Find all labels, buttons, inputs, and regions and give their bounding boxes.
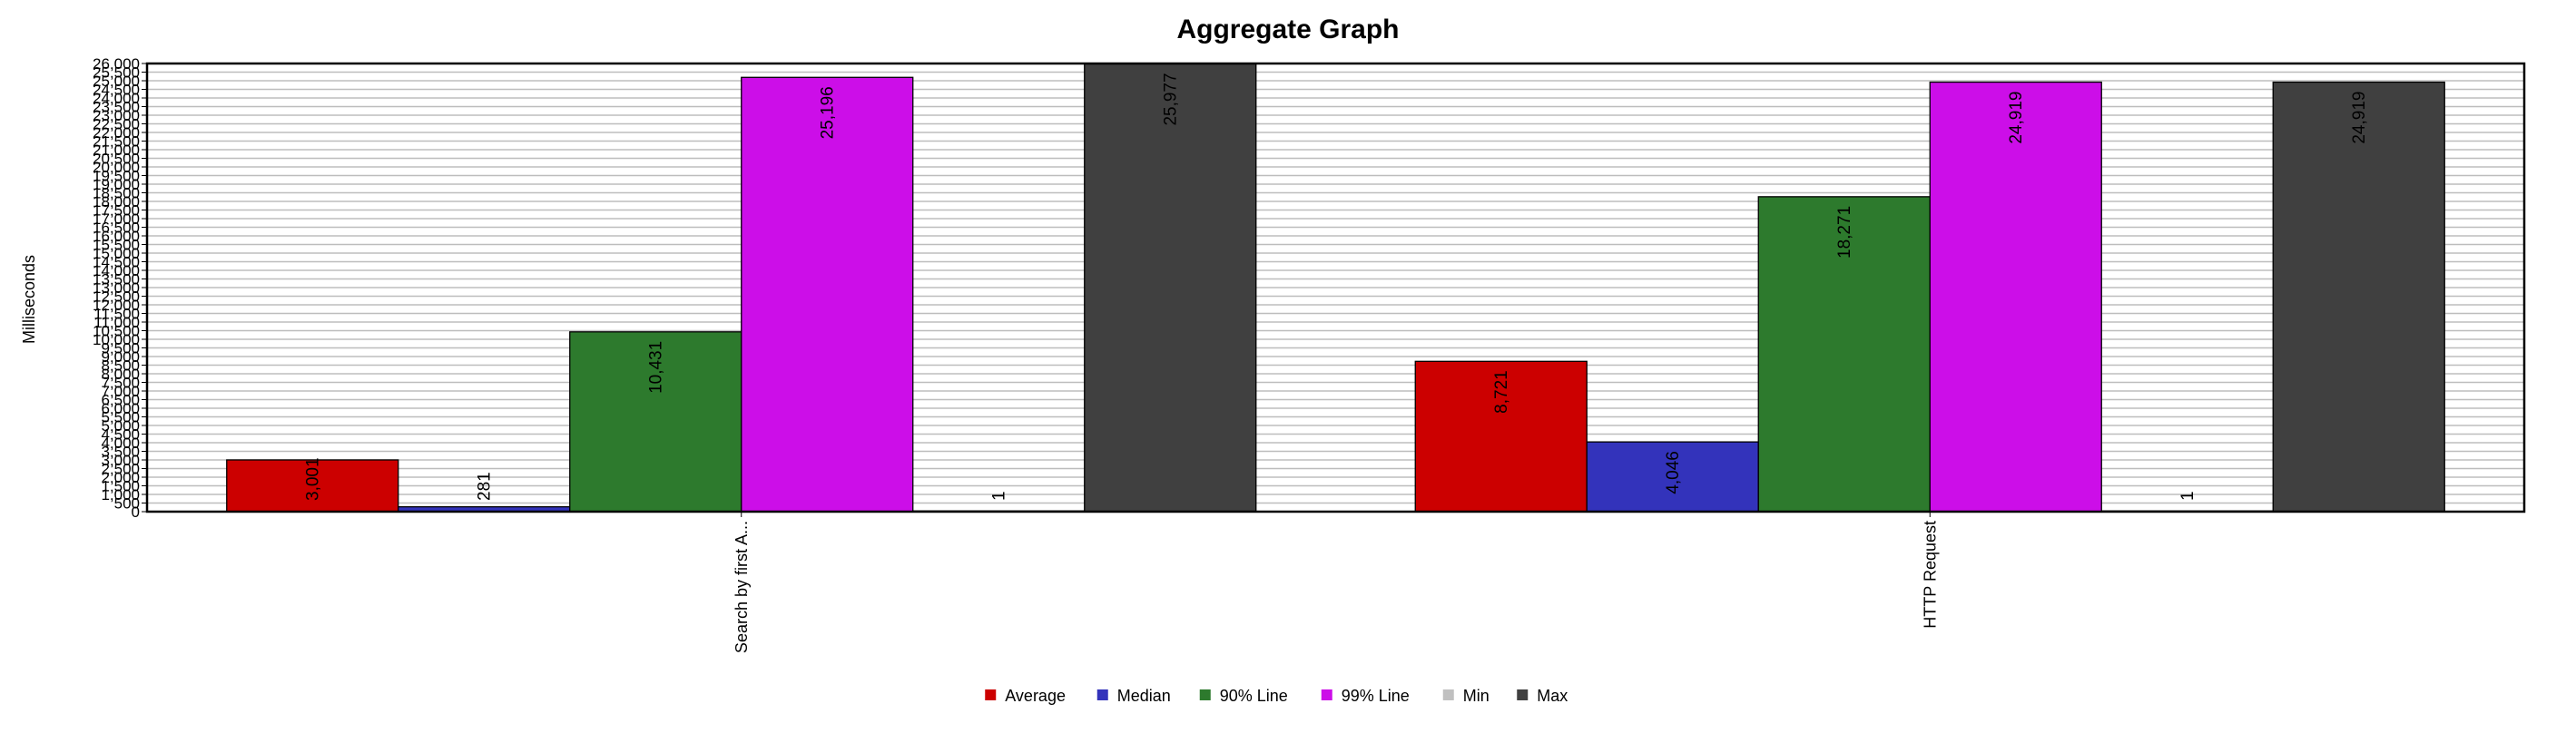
y-tick-label: 10,500 bbox=[93, 323, 140, 340]
y-tick-label: 10,000 bbox=[93, 331, 140, 348]
y-tick-label: 14,000 bbox=[93, 262, 140, 279]
legend-entry: 90% Line bbox=[1220, 687, 1288, 705]
y-tick-label: 2,500 bbox=[101, 461, 140, 478]
y-tick-label: 19,500 bbox=[93, 168, 140, 185]
y-tick-label: 12,500 bbox=[93, 288, 140, 306]
data-label: 24,919 bbox=[2350, 92, 2369, 144]
y-tick-label: 9,000 bbox=[101, 348, 140, 366]
data-label: 281 bbox=[475, 472, 494, 501]
y-tick-label: 13,500 bbox=[93, 271, 140, 288]
bar-max bbox=[1084, 63, 1257, 513]
y-tick-label: 24,500 bbox=[93, 82, 140, 99]
y-tick-label: 25,500 bbox=[93, 64, 140, 82]
data-label: 24,919 bbox=[2007, 92, 2026, 144]
data-label: 25,977 bbox=[1161, 73, 1180, 125]
legend-swatch bbox=[1517, 689, 1529, 700]
bar-max bbox=[2272, 81, 2445, 513]
y-tick-label: 3,000 bbox=[101, 452, 140, 469]
bar-99-line bbox=[1929, 81, 2102, 513]
data-label: 3,001 bbox=[303, 457, 322, 501]
bar-99-line bbox=[741, 76, 914, 513]
y-tick-label: 3,500 bbox=[101, 444, 140, 461]
y-tick-label: 17,500 bbox=[93, 202, 140, 220]
y-tick-label: 22,000 bbox=[93, 124, 140, 142]
legend-entry: Max bbox=[1537, 687, 1568, 705]
y-tick-label: 9,500 bbox=[101, 340, 140, 357]
plot-border bbox=[145, 62, 2526, 513]
y-tick-label: 500 bbox=[114, 495, 140, 513]
legend: Average Median 90% Line 99% Line Min Max bbox=[985, 687, 1568, 705]
data-label: 4,046 bbox=[1664, 451, 1683, 494]
legend-entry: 99% Line bbox=[1342, 687, 1410, 705]
y-axis-label: Milliseconds bbox=[20, 255, 38, 344]
bar-average bbox=[226, 459, 399, 513]
y-tick-label: 25,000 bbox=[93, 73, 140, 90]
legend-entry: Median bbox=[1117, 687, 1171, 705]
y-tick-label: 6,500 bbox=[101, 392, 140, 409]
y-tick-label: 23,500 bbox=[93, 99, 140, 116]
y-tick-label: 7,500 bbox=[101, 375, 140, 392]
y-tick-label: 4,500 bbox=[101, 426, 140, 444]
y-tick-label: 5,500 bbox=[101, 409, 140, 426]
y-tick-label: 23,000 bbox=[93, 107, 140, 124]
y-tick-label: 7,000 bbox=[101, 383, 140, 400]
chart-title: Aggregate Graph bbox=[1176, 15, 1399, 44]
data-label: 1 bbox=[989, 491, 1008, 501]
y-tick-label: 20,000 bbox=[93, 159, 140, 176]
data-label: 25,196 bbox=[818, 86, 837, 139]
data-label: 10,431 bbox=[646, 341, 665, 394]
legend-swatch bbox=[1442, 689, 1454, 700]
y-tick-label: 5,000 bbox=[101, 417, 140, 435]
y-tick-label: 22,500 bbox=[93, 116, 140, 133]
y-tick-label: 24,000 bbox=[93, 90, 140, 107]
y-tick-label: 26,000 bbox=[93, 55, 140, 73]
data-label: 1 bbox=[2178, 491, 2197, 501]
y-tick-label: 1,000 bbox=[101, 486, 140, 503]
y-tick-label: 19,000 bbox=[93, 176, 140, 193]
plot-area: 05001,0001,5002,0002,5003,0003,5004,0004… bbox=[93, 55, 2526, 653]
bar-average bbox=[1414, 360, 1588, 513]
y-tick-label: 12,000 bbox=[93, 297, 140, 314]
legend-swatch bbox=[1199, 689, 1211, 700]
bar-median bbox=[1586, 441, 1759, 513]
x-tick-label: Search by first A... bbox=[732, 521, 751, 653]
data-label: 8,721 bbox=[1492, 370, 1511, 414]
y-tick-label: 21,000 bbox=[93, 142, 140, 159]
y-tick-label: 8,500 bbox=[101, 357, 140, 375]
y-tick-label: 15,000 bbox=[93, 245, 140, 262]
y-tick-label: 20,500 bbox=[93, 151, 140, 168]
legend-swatch bbox=[1096, 689, 1108, 700]
y-tick-label: 16,500 bbox=[93, 220, 140, 237]
y-tick-label: 18,500 bbox=[93, 185, 140, 202]
y-tick-label: 6,000 bbox=[101, 400, 140, 417]
legend-entry: Min bbox=[1463, 687, 1490, 705]
legend-swatch bbox=[985, 689, 997, 700]
y-tick-label: 8,000 bbox=[101, 366, 140, 383]
y-tick-label: 21,500 bbox=[93, 133, 140, 151]
y-tick-label: 16,000 bbox=[93, 228, 140, 245]
y-tick-label: 4,000 bbox=[101, 435, 140, 452]
y-tick-label: 1,500 bbox=[101, 478, 140, 495]
y-tick-label: 11,500 bbox=[93, 306, 140, 323]
y-tick-label: 17,000 bbox=[93, 210, 140, 228]
y-tick-label: 18,000 bbox=[93, 193, 140, 210]
legend-entry: Average bbox=[1005, 687, 1066, 705]
bar-90-line bbox=[1757, 196, 1931, 513]
y-tick-label: 2,000 bbox=[101, 469, 140, 486]
y-tick-label: 15,500 bbox=[93, 237, 140, 254]
y-tick-label: 11,000 bbox=[93, 314, 140, 331]
legend-swatch bbox=[1321, 689, 1332, 700]
y-tick-label: 13,000 bbox=[93, 279, 140, 297]
data-label: 18,271 bbox=[1835, 206, 1854, 259]
y-tick-label: 0 bbox=[132, 503, 140, 521]
x-tick-label: HTTP Request bbox=[1921, 521, 1939, 629]
y-tick-label: 14,500 bbox=[93, 254, 140, 271]
